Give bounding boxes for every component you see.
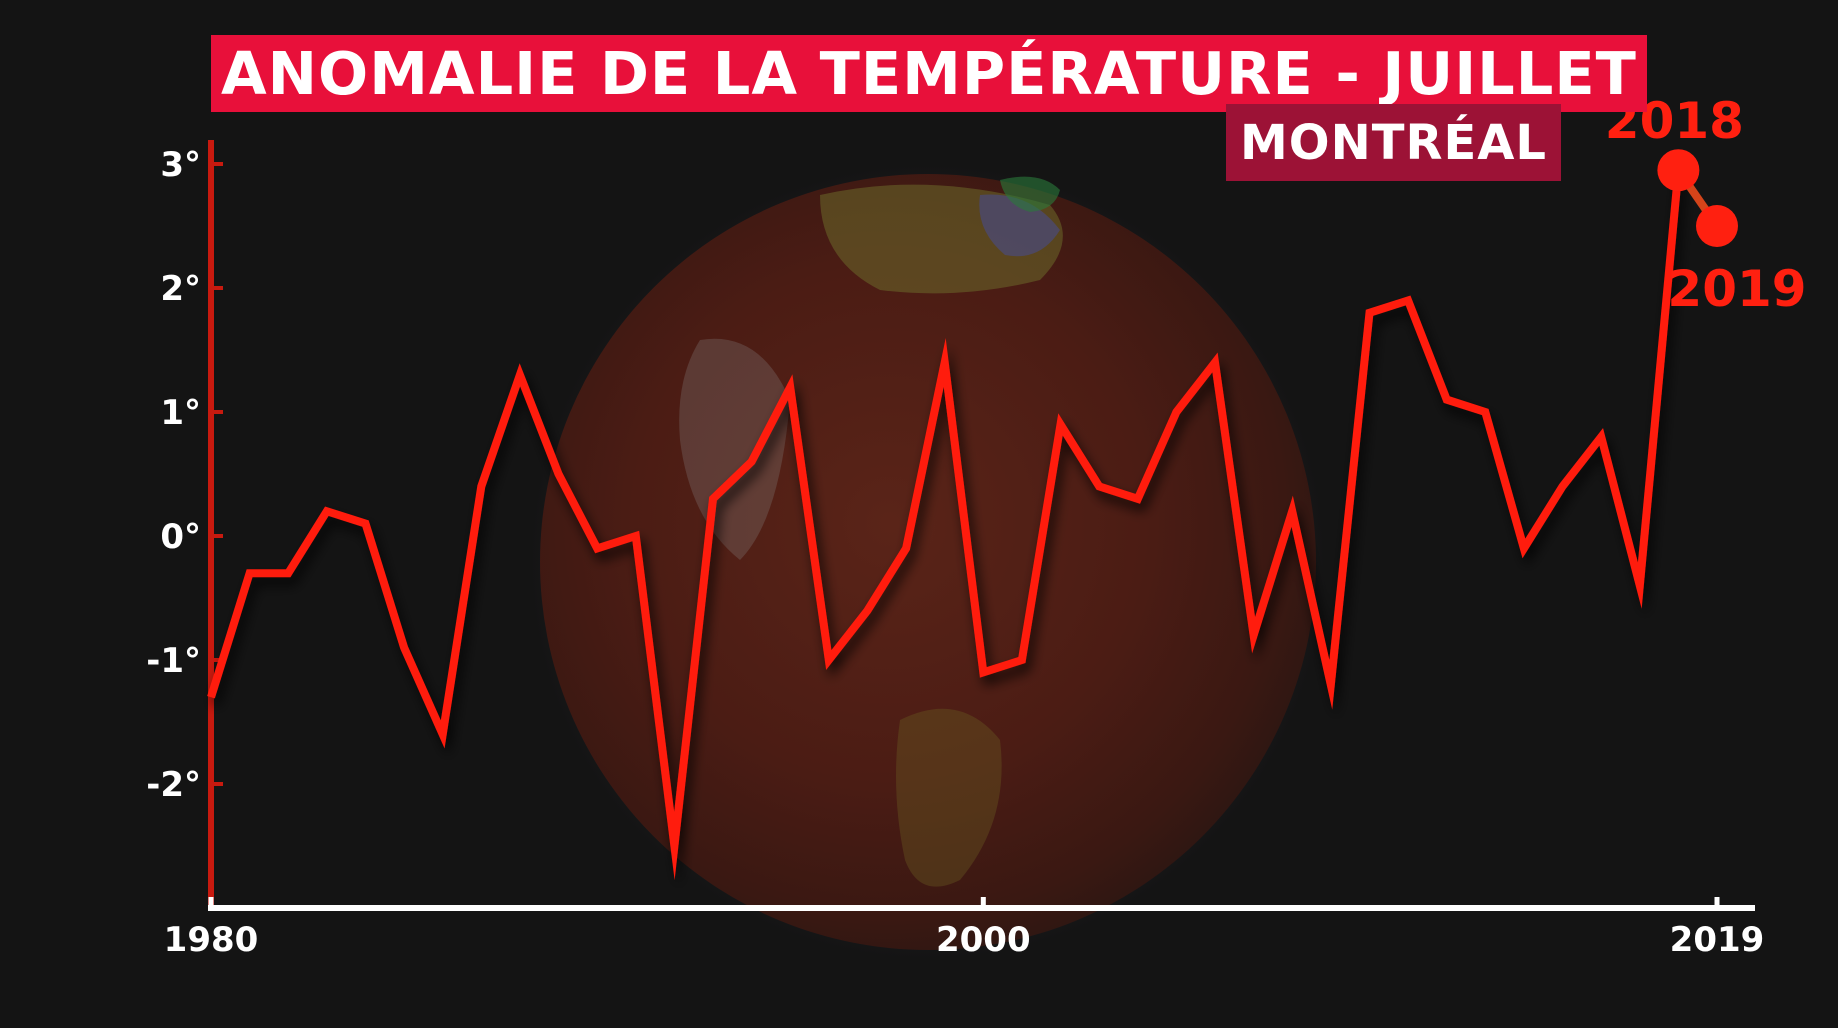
annotation-label-2019: 2019 (1667, 260, 1806, 318)
y-tick-label: 3° (160, 145, 201, 185)
title-banner: ANOMALIE DE LA TEMPÉRATURE - JUILLET (211, 35, 1647, 112)
subtitle-banner: MONTRÉAL (1226, 104, 1561, 181)
x-tick-label: 2019 (1670, 920, 1765, 960)
y-tick-label: 1° (160, 393, 201, 433)
x-tick-label: 1980 (164, 920, 259, 960)
chart-subtitle: MONTRÉAL (1240, 114, 1547, 171)
x-tick-label: 2000 (936, 920, 1031, 960)
globe-background (523, 157, 1333, 967)
y-tick-label: -1° (146, 641, 201, 681)
y-tick-label: 2° (160, 269, 201, 309)
series-line (207, 169, 1683, 881)
chart-title: ANOMALIE DE LA TEMPÉRATURE - JUILLET (221, 39, 1637, 108)
y-tick-label: 0° (160, 517, 201, 557)
y-tick-label: -2° (146, 765, 201, 805)
x-axis-ticks: 1980 2000 2019 (164, 897, 1765, 960)
y-axis-ticks: 3° 2° 1° 0° -1° -2° (146, 145, 223, 805)
highlight-point-2019 (1696, 205, 1738, 247)
highlight-point-2018 (1657, 149, 1700, 192)
